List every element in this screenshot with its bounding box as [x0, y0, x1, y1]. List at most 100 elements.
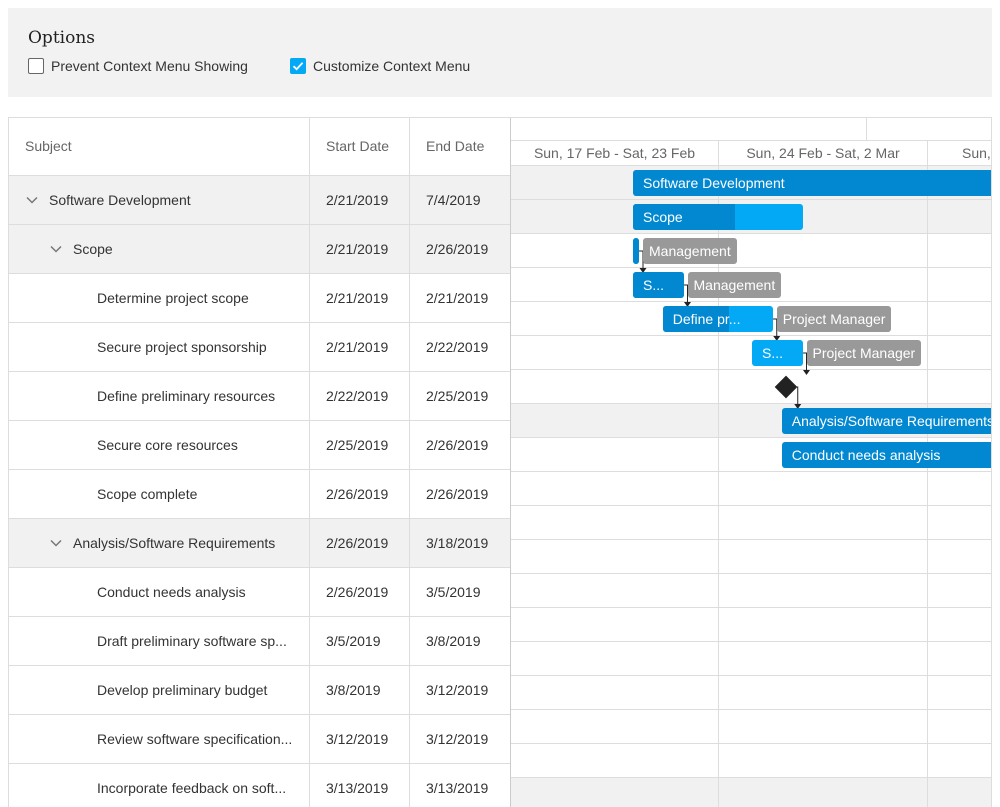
resource-label: Project Manager — [776, 306, 892, 332]
task-tree-list: Subject Start Date End Date Software Dev… — [9, 118, 511, 807]
column-header-end-date[interactable]: End Date — [426, 138, 485, 154]
end-date-cell: 3/12/2019 — [426, 682, 489, 698]
chevron-down-icon[interactable] — [25, 193, 39, 207]
task-row[interactable]: Review software specification... 3/12/201… — [9, 715, 510, 764]
subject-cell: Analysis/Software Requirements — [73, 535, 276, 551]
timeline-row — [511, 268, 991, 302]
timeline-row — [511, 710, 991, 744]
start-date-cell: 2/21/2019 — [326, 241, 389, 257]
subject-cell: Define preliminary resources — [97, 388, 276, 404]
start-date-cell: 2/25/2019 — [326, 437, 389, 453]
task-row[interactable]: Define preliminary resources 2/22/2019 2/2… — [9, 372, 510, 421]
task-bar-label: Software Development — [643, 175, 785, 191]
start-date-cell: 2/21/2019 — [326, 290, 389, 306]
task-bar[interactable]: S... — [633, 272, 684, 298]
prevent-context-menu-label: Prevent Context Menu Showing — [51, 58, 248, 74]
task-row[interactable]: Secure core resources 2/25/2019 2/26/2019 — [9, 421, 510, 470]
end-date-cell: 2/26/2019 — [426, 437, 489, 453]
start-date-cell: 2/22/2019 — [326, 388, 389, 404]
timeline-row — [511, 778, 991, 807]
start-date-cell: 3/8/2019 — [326, 682, 381, 698]
column-divider[interactable] — [309, 118, 310, 807]
timeline-area[interactable]: Sun, 17 Feb - Sat, 23 Feb Sun, 24 Feb - … — [511, 118, 991, 807]
subject-cell: Develop preliminary budget — [97, 682, 268, 698]
resource-label: Management — [643, 238, 737, 264]
timeline-row — [511, 234, 991, 268]
start-date-cell: 3/13/2019 — [326, 780, 389, 796]
resource-label: Project Manager — [806, 340, 922, 366]
progress-fill — [633, 238, 639, 264]
start-date-cell: 3/12/2019 — [326, 731, 389, 747]
progress-fill — [662, 306, 729, 332]
progress-fill — [633, 204, 735, 230]
timeline-row — [511, 608, 991, 642]
summary-task-bar[interactable]: Analysis/Software Requirements — [781, 408, 991, 434]
start-date-cell: 2/26/2019 — [326, 584, 389, 600]
task-row[interactable]: Analysis/Software Requirements 2/26/2019 3… — [9, 519, 510, 568]
end-date-cell: 3/13/2019 — [426, 780, 489, 796]
customize-context-menu-checkbox[interactable]: Customize Context Menu — [290, 58, 470, 74]
column-header-subject[interactable]: Subject — [25, 138, 72, 154]
task-row[interactable]: Secure project sponsorship 2/21/2019 2/22/… — [9, 323, 510, 372]
end-date-cell: 2/21/2019 — [426, 290, 489, 306]
start-date-cell: 3/5/2019 — [326, 633, 381, 649]
progress-fill — [633, 272, 684, 298]
column-header-start-date[interactable]: Start Date — [326, 138, 390, 154]
subject-cell: Determine project scope — [97, 290, 249, 306]
end-date-cell: 3/8/2019 — [426, 633, 481, 649]
week-scale-label: Sun, 24 Feb - Sat, 2 Mar — [746, 145, 900, 161]
chevron-down-icon[interactable] — [49, 242, 63, 256]
start-date-cell: 2/26/2019 — [326, 535, 389, 551]
customize-context-menu-label: Customize Context Menu — [313, 58, 471, 74]
timeline-row — [511, 744, 991, 778]
task-row[interactable]: Draft preliminary software sp... 3/5/2019… — [9, 617, 510, 666]
subject-cell: Scope complete — [97, 486, 198, 502]
gantt-chart: Subject Start Date End Date Software Dev… — [8, 117, 992, 807]
options-title: Options — [28, 28, 95, 48]
subject-cell: Conduct needs analysis — [97, 584, 246, 600]
end-date-cell: 2/22/2019 — [426, 339, 489, 355]
timeline-header-top — [511, 118, 991, 141]
task-row[interactable]: Determine project scope 2/21/2019 2/21/201… — [9, 274, 510, 323]
timeline-row — [511, 302, 991, 336]
timeline-row — [511, 472, 991, 506]
task-bar[interactable]: Define pr... — [662, 306, 773, 332]
subject-cell: Software Development — [49, 192, 191, 208]
chevron-down-icon[interactable] — [49, 536, 63, 550]
task-row[interactable]: Incorporate feedback on soft... 3/13/2019… — [9, 764, 510, 807]
timeline-row — [511, 642, 991, 676]
prevent-context-menu-checkbox[interactable]: Prevent Context Menu Showing — [28, 58, 248, 74]
checkbox-unchecked-icon[interactable] — [28, 58, 44, 74]
start-date-cell: 2/21/2019 — [326, 192, 389, 208]
task-row[interactable]: Scope 2/21/2019 2/26/2019 — [9, 225, 510, 274]
timeline-row — [511, 676, 991, 710]
task-bar-label: S... — [643, 277, 665, 293]
summary-task-bar[interactable]: Scope — [633, 204, 803, 230]
end-date-cell: 3/18/2019 — [426, 535, 489, 551]
task-row[interactable]: Software Development 2/21/2019 7/4/2019 — [9, 176, 510, 225]
task-row[interactable]: Develop preliminary budget 3/8/2019 3/12/2… — [9, 666, 510, 715]
end-date-cell: 2/25/2019 — [426, 388, 489, 404]
timeline-row — [511, 370, 991, 404]
resource-label: Management — [687, 272, 782, 298]
subject-cell: Draft preliminary software sp... — [97, 633, 287, 649]
timeline-row — [511, 506, 991, 540]
week-divider — [927, 141, 928, 807]
checkbox-checked-icon[interactable] — [290, 58, 306, 74]
summary-task-bar[interactable]: Software Development — [633, 170, 991, 196]
task-bar[interactable]: S... — [752, 340, 803, 366]
column-divider[interactable] — [409, 118, 410, 807]
options-panel: Options Prevent Context Menu Showing Cus… — [8, 8, 992, 97]
end-date-cell: 3/12/2019 — [426, 731, 489, 747]
subject-cell: Scope — [73, 241, 113, 257]
task-row[interactable]: Conduct needs analysis 2/26/2019 3/5/2019 — [9, 568, 510, 617]
summary-task-bar[interactable]: Conduct needs analysis — [781, 442, 991, 468]
task-bar[interactable] — [633, 238, 639, 264]
timeline-row — [511, 574, 991, 608]
end-date-cell: 3/5/2019 — [426, 584, 481, 600]
subject-cell: Secure core resources — [97, 437, 238, 453]
tree-header: Subject Start Date End Date — [9, 118, 510, 176]
end-date-cell: 2/26/2019 — [426, 241, 489, 257]
task-row[interactable]: Scope complete 2/26/2019 2/26/2019 — [9, 470, 510, 519]
timeline-row — [511, 540, 991, 574]
